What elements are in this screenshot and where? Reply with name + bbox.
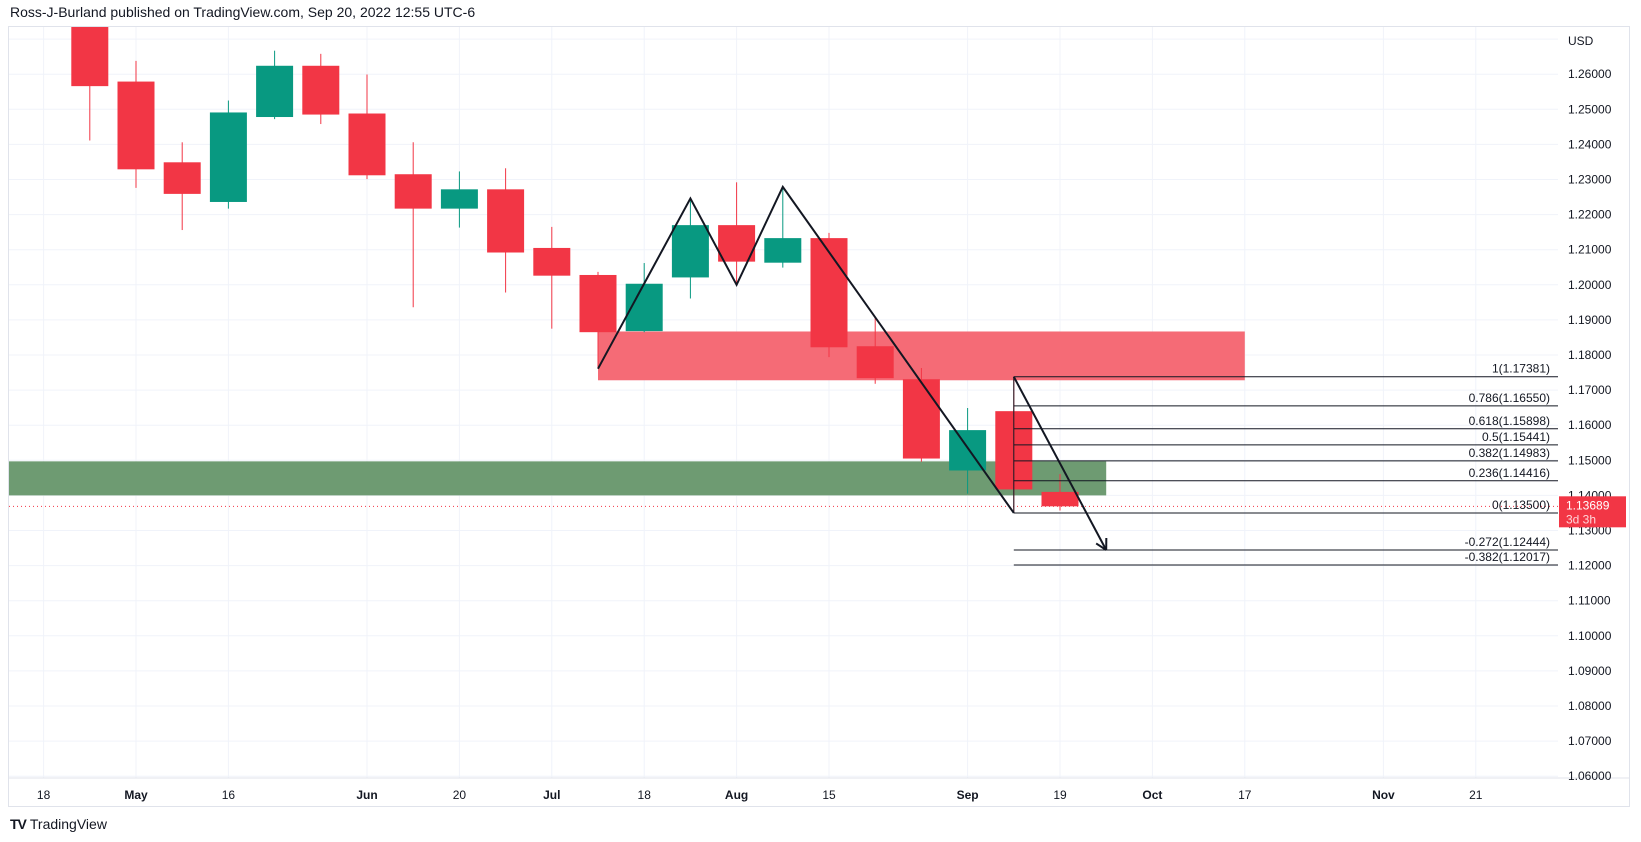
candle-down[interactable] (902, 379, 940, 459)
currency-label: USD (1568, 34, 1594, 48)
chart-frame (8, 26, 1630, 807)
candle-down[interactable] (71, 0, 109, 87)
time-tick-label: 18 (638, 788, 652, 802)
fib-level-label: -0.382(1.12017) (1465, 550, 1550, 564)
candle-down[interactable] (718, 225, 756, 262)
time-tick-label: 18 (37, 788, 51, 802)
price-tick-label: 1.06000 (1568, 769, 1612, 783)
tradingview-logo-icon[interactable]: TV (10, 816, 27, 832)
candles (71, 0, 1079, 513)
time-axis: 18 May 16 Jun 20 Jul 18 Aug 15 Sep 19 Oct 17 Nov 21 (37, 788, 1483, 802)
price-tick-label: 1.24000 (1568, 137, 1612, 151)
candle-down[interactable] (348, 113, 386, 176)
fib-level-label: -0.272(1.12444) (1465, 535, 1550, 549)
candle-down[interactable] (579, 274, 617, 333)
candle-up[interactable] (671, 225, 709, 278)
price-tick-label: 1.22000 (1568, 208, 1612, 222)
price-tick-label: 1.17000 (1568, 383, 1612, 397)
candle-up[interactable] (440, 189, 478, 209)
fib-level-label: 0.236(1.14416) (1469, 466, 1550, 480)
time-tick-label: 20 (453, 788, 467, 802)
candle-down[interactable] (810, 238, 848, 348)
price-tick-label: 1.15000 (1568, 453, 1612, 467)
price-tick-label: 1.12000 (1568, 559, 1612, 573)
footer: TV TradingView (10, 816, 107, 832)
fib-level-label: 0.618(1.15898) (1469, 414, 1550, 428)
zones (9, 331, 1245, 496)
candle-up[interactable] (764, 238, 802, 263)
price-tick-label: 1.07000 (1568, 734, 1612, 748)
price-tick-label: 1.21000 (1568, 243, 1612, 257)
last-price-value: 1.13689 (1566, 498, 1610, 512)
candle-down[interactable] (163, 162, 201, 194)
candle-down[interactable] (533, 247, 571, 276)
price-tick-label: 1.08000 (1568, 699, 1612, 713)
price-tick-label: 1.10000 (1568, 629, 1612, 643)
price-tick-label: 1.26000 (1568, 67, 1612, 81)
price-tick-label: 1.11000 (1568, 594, 1611, 608)
price-tick-label: 1.19000 (1568, 313, 1612, 327)
price-tick-label: 1.09000 (1568, 664, 1612, 678)
candle-up[interactable] (209, 112, 247, 202)
time-tick-label: 19 (1053, 788, 1067, 802)
candle-down[interactable] (487, 189, 525, 253)
time-tick-label: 16 (222, 788, 236, 802)
fib-level-label: 0.5(1.15441) (1482, 430, 1550, 444)
fibonacci-extension: 1(1.17381) 0.786(1.16550) 0.618(1.15898) 0.… (1013, 362, 1558, 566)
time-tick-label: Jul (543, 788, 560, 802)
candle-up[interactable] (256, 65, 294, 118)
publisher-line: Ross-J-Burland published on TradingView.… (10, 4, 476, 20)
time-tick-label: 15 (822, 788, 836, 802)
candle-down[interactable] (1041, 491, 1079, 507)
price-tick-label: 1.18000 (1568, 348, 1612, 362)
price-axis: 1.06000 1.07000 1.08000 1.09000 1.10000 1.110… (1568, 67, 1612, 783)
candle-down[interactable] (856, 346, 894, 379)
candle-down[interactable] (117, 81, 155, 170)
time-tick-label: Sep (957, 788, 979, 802)
time-tick-label: May (124, 788, 148, 802)
price-tick-label: 1.25000 (1568, 102, 1612, 116)
time-tick-label: 17 (1238, 788, 1252, 802)
fib-level-label: 0(1.13500) (1492, 498, 1550, 512)
price-tick-label: 1.23000 (1568, 173, 1612, 187)
time-tick-label: Jun (356, 788, 377, 802)
candle-down[interactable] (302, 65, 340, 115)
time-tick-label: Aug (725, 788, 748, 802)
fib-level-label: 0.382(1.14983) (1469, 446, 1550, 460)
arrow-head-icon (1095, 542, 1107, 551)
time-tick-label: Oct (1142, 788, 1162, 802)
price-tick-label: 1.20000 (1568, 278, 1612, 292)
fib-level-label: 1(1.17381) (1492, 362, 1550, 376)
last-price-badge (1559, 496, 1626, 528)
double-top-pattern-line[interactable] (597, 184, 1015, 514)
fib-level-label: 0.786(1.16550) (1469, 391, 1550, 405)
price-tick-label: 1.16000 (1568, 418, 1612, 432)
brand-name[interactable]: TradingView (29, 816, 107, 832)
candle-down[interactable] (394, 174, 432, 209)
bar-countdown: 3d 3h (1566, 512, 1596, 526)
support-zone[interactable] (9, 461, 1107, 496)
time-tick-label: 21 (1469, 788, 1483, 802)
time-tick-label: Nov (1372, 788, 1395, 802)
